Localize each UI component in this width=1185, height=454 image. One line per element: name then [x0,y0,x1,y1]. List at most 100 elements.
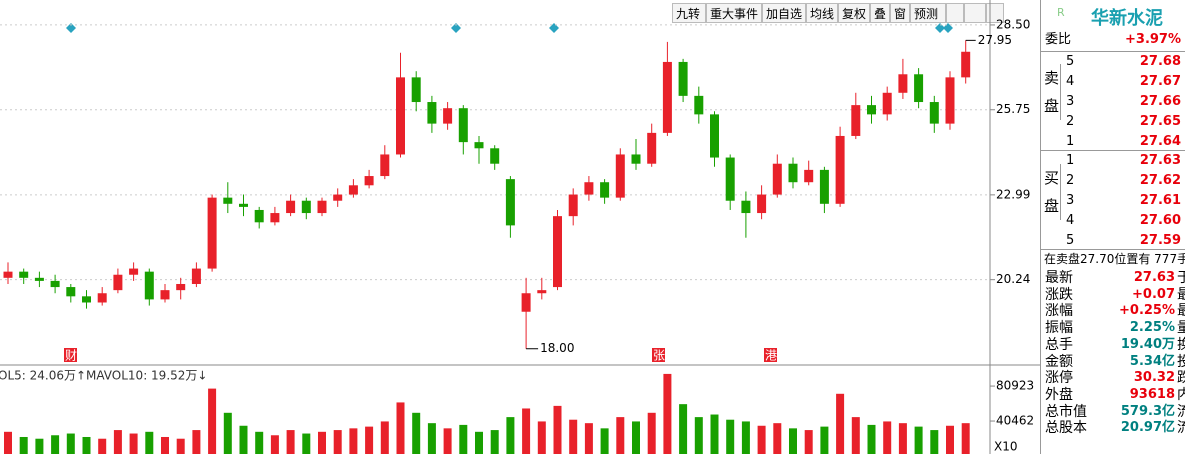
candle-body [725,157,735,201]
volume-bar [961,423,970,454]
volume-bar [161,436,169,454]
toolbar-button[interactable]: 预测 [910,3,946,23]
separator [1041,51,1185,52]
toolbar-button[interactable]: 均线 [806,3,838,23]
stat-value: 19.40万 [1120,336,1175,352]
candle-body [34,277,44,281]
volume-bar [333,430,342,454]
candle-body [160,290,170,300]
volume-bar [632,421,640,454]
volume-bar [98,438,107,454]
separator [1041,249,1185,250]
price: 27.59 [1139,233,1181,248]
stat-value: 20.97亿 [1120,420,1175,436]
volume-bar [710,414,719,454]
stat-label: 总股本 [1045,420,1087,437]
candle-body [458,108,468,143]
volume-bar [475,431,483,454]
toolbar-button[interactable]: 复权 [838,3,870,23]
stat-cut-label: 量 [1177,318,1185,338]
candle-body [82,296,91,303]
volume-bar [239,425,248,454]
toolbar-button[interactable]: 窗 [890,3,910,23]
vol-tick-label: 80923 [996,379,1034,393]
candle-body [568,194,578,217]
candle-body [521,293,531,312]
candle-body [380,154,390,177]
candle-body [66,287,76,297]
stat-value: 93618 [1129,386,1175,402]
toolbar-button[interactable]: 九转 [672,3,706,23]
volume-bar [490,430,499,454]
volume-bar [35,438,44,454]
candle-body [945,77,955,124]
candle-body [144,271,154,300]
candle-body [19,271,29,278]
candle-body [427,102,437,124]
vol-tick-label: 40462 [996,414,1034,428]
volume-bar [600,428,609,454]
price: 27.65 [1139,114,1181,129]
volume-bar [459,424,468,454]
candle-body [3,271,13,278]
toolbar-button[interactable]: 叠 [870,3,890,23]
toolbar-icon[interactable] [946,3,964,23]
candle-body [97,293,107,303]
volume-bar [553,405,562,454]
event-box [64,348,77,362]
toolbar-button[interactable]: 加自选 [762,3,806,23]
stat-label: 外盘 [1045,386,1073,403]
candle-body [882,92,892,115]
volume-bar [318,431,326,454]
volume-bar [726,419,735,454]
candle-body [301,200,311,214]
candle-body [898,74,908,93]
stat-cut-label: 换 [1177,335,1185,355]
stat-label: 涨停 [1045,370,1073,387]
stat-label: 涨跌 [1045,286,1073,303]
volume-bar [145,431,154,454]
stat-cut-label: 投 [1177,352,1185,372]
candle-body [819,169,829,204]
volume-bar [223,412,232,454]
candle-body [851,105,861,136]
stat-value: 2.25% [1129,320,1175,336]
volume-bar [867,424,876,454]
side-label: 卖盘 [1044,64,1061,120]
volume-bar [82,436,91,454]
candle-body [411,77,421,103]
candle-body [710,114,719,158]
level: 4 [1066,74,1075,89]
volume-bar [443,428,452,454]
stat-cut-label: 跌 [1177,368,1185,388]
volume-bar [365,426,374,454]
event-box [652,348,665,362]
volume-bar [537,421,546,454]
volume-bar [569,419,578,454]
level: 1 [1066,134,1075,149]
volume-bar [302,433,311,454]
candle-body [584,182,594,195]
event-marker: 财 [65,349,77,363]
level: 3 [1066,193,1075,208]
volume-bar [663,373,672,454]
vol-legend: VOL5: 24.06万↑ [0,369,86,383]
candle-body [647,132,657,164]
stat-cut-label: 于 [1177,268,1185,288]
candle-body [678,61,688,96]
candle-body [553,216,562,288]
ratio-label: 委比 [1045,32,1072,47]
level: 2 [1066,114,1075,129]
volume-bar [427,423,436,454]
event-diamonds [66,23,953,33]
candle-body [662,61,672,133]
stat-cut-label: 内 [1177,385,1185,405]
stat-value: 5.34亿 [1129,353,1175,369]
volume-bar [396,402,405,454]
toolbar-icon[interactable] [964,3,986,23]
volume-bar [851,417,860,454]
volume-bar [773,423,782,454]
volume-bar [270,435,279,454]
quote-panel: R 华新水泥 委比 +3.97% 卖盘 买盘 5 27.68 4 27.67 3 27.66 2 27.6… [1040,0,1185,454]
toolbar-button[interactable]: 重大事件 [706,3,762,23]
